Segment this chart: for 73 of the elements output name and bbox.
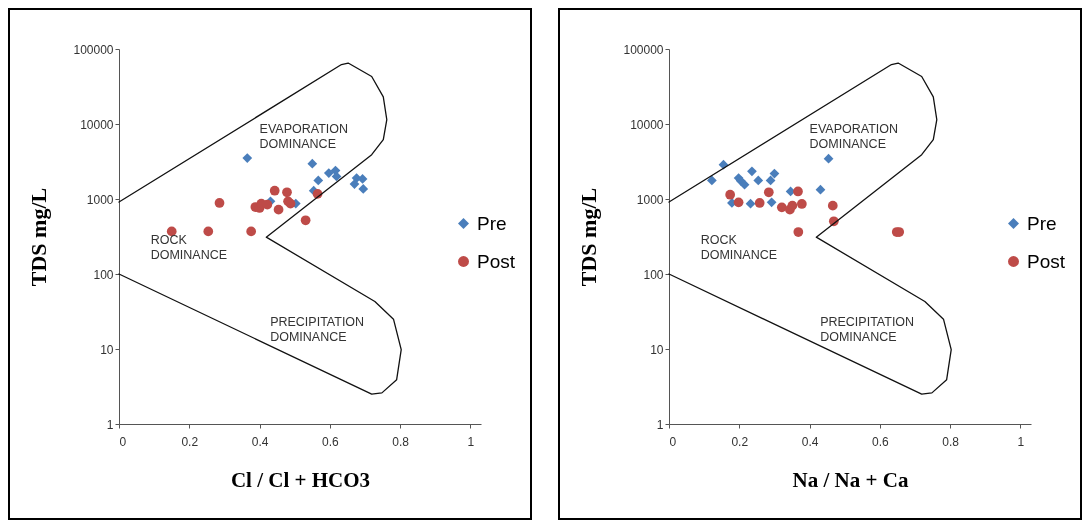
- point: [745, 198, 756, 209]
- x-tick-label: 0.2: [181, 434, 199, 449]
- point: [765, 175, 776, 186]
- x-tick-label: 0: [119, 434, 127, 449]
- point: [793, 227, 804, 237]
- x-tick-label: 0.6: [322, 434, 340, 449]
- x-axis-title: Cl / Cl + HCO3: [230, 467, 371, 492]
- y-tick-label: 100000: [623, 42, 664, 57]
- legend-label: Post: [477, 250, 516, 272]
- point: [823, 153, 834, 164]
- point: [754, 198, 765, 208]
- x-tick-label: 1: [467, 434, 475, 449]
- y-tick-label: 10: [100, 342, 114, 357]
- x-tick-label: 1: [1017, 434, 1025, 449]
- y-tick-label: 1: [656, 417, 664, 432]
- annotation: EVAPORATION DOMINANCE: [809, 122, 899, 152]
- x-tick-label: 0.4: [251, 434, 269, 449]
- legend-label: Post: [1027, 250, 1066, 272]
- legend-label: Pre: [1027, 212, 1057, 234]
- y-tick-label: 1000: [636, 192, 664, 207]
- annotation: ROCK DOMINANCE: [700, 233, 778, 263]
- y-tick-label: 100: [93, 267, 114, 282]
- x-axis-title: Na / Na + Ca: [792, 467, 909, 492]
- point: [787, 200, 798, 211]
- point: [753, 175, 764, 186]
- point: [766, 197, 777, 208]
- point: [282, 187, 292, 198]
- point: [763, 187, 774, 198]
- point: [307, 158, 318, 169]
- point: [242, 153, 253, 163]
- line-series: [668, 62, 952, 395]
- y-tick-label: 1000: [86, 192, 114, 207]
- point: [725, 189, 736, 200]
- point: [313, 175, 324, 186]
- x-tick-label: 0.8: [942, 434, 960, 449]
- y-tick-label: 10000: [630, 117, 664, 132]
- point: [273, 204, 284, 215]
- point: [733, 197, 744, 208]
- point: [214, 198, 225, 208]
- y-axis-title: TDS mg/L: [576, 187, 602, 287]
- point: [323, 168, 334, 178]
- annotation: PRECIPITATION DOMINANCE: [270, 315, 365, 344]
- y-tick-label: 10: [650, 342, 664, 357]
- point: [358, 184, 369, 194]
- point: [300, 215, 311, 226]
- y-tick-label: 10000: [80, 117, 114, 132]
- x-tick-label: 0.2: [731, 434, 749, 449]
- point: [776, 202, 787, 213]
- annotation: ROCK DOMINANCE: [150, 233, 228, 263]
- annotation: EVAPORATION DOMINANCE: [259, 122, 349, 152]
- x-tick-label: 0.6: [872, 434, 890, 449]
- y-tick-label: 100000: [73, 42, 114, 57]
- point: [747, 166, 757, 177]
- annotation: PRECIPITATION DOMINANCE: [820, 315, 915, 344]
- point: [246, 226, 257, 237]
- line-series: [118, 62, 402, 395]
- y-tick-label: 100: [643, 267, 664, 282]
- point: [349, 179, 360, 189]
- x-tick-label: 0.4: [801, 434, 819, 449]
- x-tick-label: 0: [669, 434, 677, 449]
- x-tick-label: 0.8: [392, 434, 410, 449]
- point: [793, 186, 803, 197]
- point: [815, 184, 826, 195]
- point: [707, 175, 717, 186]
- y-axis-title: TDS mg/L: [26, 187, 52, 287]
- point: [269, 185, 280, 196]
- point: [203, 226, 214, 237]
- y-tick-label: 1: [106, 417, 114, 432]
- legend-label: Pre: [477, 212, 507, 234]
- point: [769, 168, 780, 179]
- point: [827, 200, 838, 211]
- point: [796, 199, 807, 209]
- point: [739, 179, 750, 190]
